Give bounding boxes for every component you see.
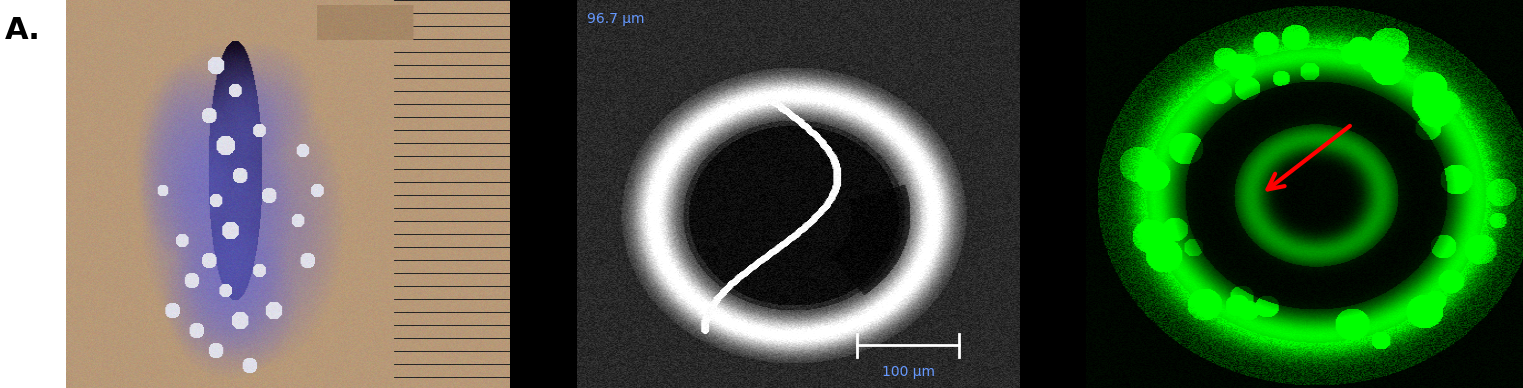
Text: C.: C. xyxy=(1025,16,1060,45)
Text: B.: B. xyxy=(515,16,550,45)
Text: 96.7 μm: 96.7 μm xyxy=(586,12,644,26)
Text: A.: A. xyxy=(5,16,41,45)
Text: 100 μm: 100 μm xyxy=(882,365,935,379)
